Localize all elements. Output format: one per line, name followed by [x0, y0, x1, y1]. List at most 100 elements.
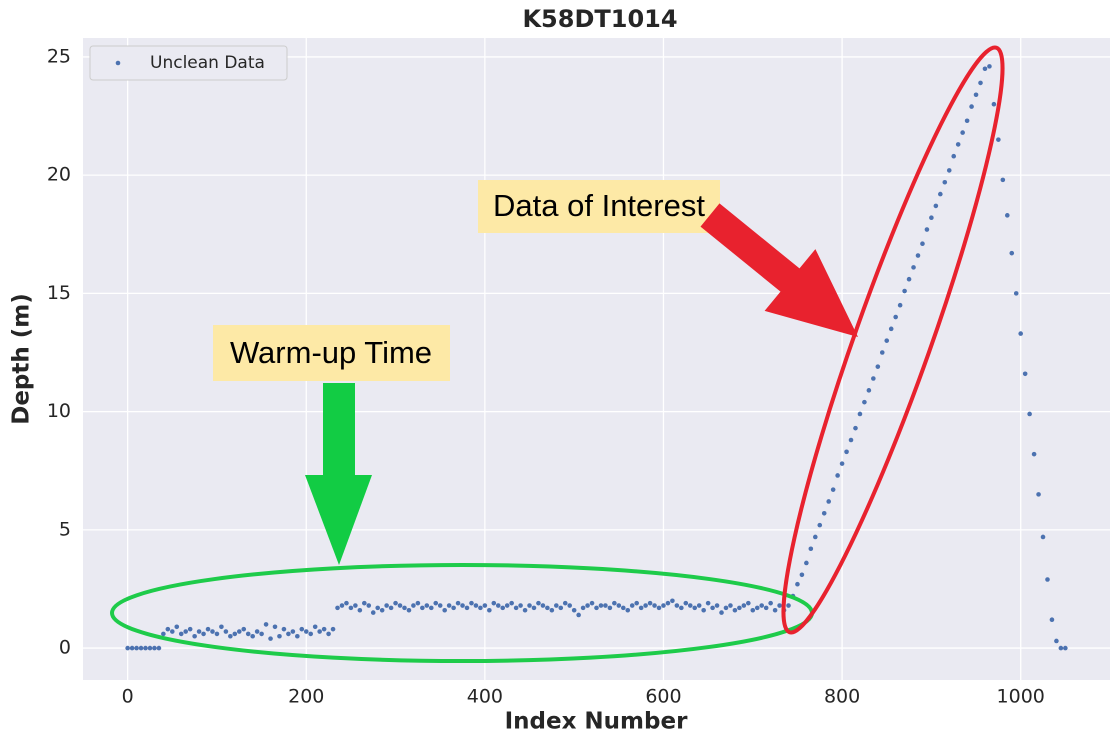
- point: [460, 603, 465, 608]
- point: [1031, 451, 1037, 457]
- point: [326, 631, 331, 637]
- point: [830, 487, 836, 492]
- point: [620, 605, 626, 611]
- point: [955, 142, 961, 147]
- warmup-label: Warm-up Time: [230, 335, 432, 370]
- point: [902, 288, 907, 294]
- point: [946, 168, 952, 173]
- point: [759, 603, 765, 608]
- point: [210, 629, 215, 634]
- interest-ellipse: [781, 45, 1005, 635]
- point: [317, 629, 322, 634]
- point: [245, 631, 251, 637]
- point: [647, 600, 653, 606]
- point: [848, 437, 854, 443]
- point: [420, 605, 425, 611]
- point: [991, 101, 997, 107]
- point: [866, 388, 872, 393]
- point: [607, 605, 613, 611]
- point: [616, 603, 622, 608]
- point: [397, 603, 403, 608]
- y-axis-label: Depth (m): [9, 293, 35, 425]
- x-tick-label: 800: [824, 686, 860, 708]
- point: [187, 626, 193, 632]
- point: [942, 179, 948, 185]
- point: [165, 626, 171, 632]
- point: [201, 631, 206, 637]
- point: [871, 376, 876, 381]
- point: [754, 605, 760, 611]
- point: [786, 603, 791, 608]
- point: [531, 605, 537, 611]
- x-axis-label: Index Number: [505, 709, 688, 735]
- point: [513, 605, 519, 611]
- point: [857, 411, 863, 417]
- point: [388, 605, 394, 611]
- point: [1040, 534, 1046, 540]
- point: [487, 607, 492, 613]
- point: [723, 605, 729, 611]
- point: [893, 314, 898, 320]
- point: [853, 425, 858, 431]
- warmup-arrow-shaft: [323, 383, 355, 478]
- point: [982, 66, 988, 72]
- point: [839, 461, 845, 466]
- point: [509, 600, 514, 606]
- point: [406, 607, 412, 613]
- point: [661, 603, 666, 608]
- point: [562, 600, 568, 606]
- point: [536, 600, 541, 606]
- point: [286, 631, 291, 637]
- point: [174, 624, 180, 630]
- interest-label: Data of Interest: [493, 188, 705, 223]
- point: [214, 631, 220, 637]
- point: [330, 626, 336, 632]
- point: [960, 130, 965, 135]
- point: [272, 624, 278, 630]
- point: [746, 600, 751, 606]
- point: [844, 449, 849, 455]
- point: [196, 629, 202, 634]
- point: [674, 603, 680, 608]
- point: [884, 338, 890, 343]
- point: [1013, 291, 1019, 296]
- x-tick-label: 1000: [997, 686, 1045, 708]
- point: [192, 633, 197, 639]
- point: [348, 605, 354, 611]
- point: [290, 629, 296, 634]
- y-tick-label: 20: [47, 164, 71, 186]
- x-tick-label: 600: [645, 686, 681, 708]
- point: [183, 629, 188, 634]
- point: [732, 607, 738, 613]
- point: [612, 600, 617, 606]
- point: [455, 600, 461, 606]
- point: [1063, 645, 1068, 651]
- point: [303, 629, 309, 634]
- y-tick-label: 5: [59, 518, 71, 540]
- interest-box: [478, 180, 720, 233]
- point: [134, 645, 139, 651]
- point: [1045, 577, 1050, 582]
- point: [540, 603, 546, 608]
- chart-title: K58DT1014: [522, 5, 677, 33]
- point: [178, 631, 184, 637]
- point: [741, 603, 747, 608]
- point: [777, 603, 782, 608]
- point: [826, 499, 831, 504]
- point: [451, 605, 456, 611]
- point: [143, 645, 148, 651]
- point: [357, 607, 363, 613]
- point: [442, 607, 447, 613]
- point: [545, 605, 550, 611]
- warmup-arrow-head: [305, 475, 372, 565]
- point: [679, 605, 684, 611]
- point: [308, 631, 314, 637]
- point: [629, 603, 635, 608]
- point: [835, 473, 840, 478]
- point: [464, 605, 470, 611]
- point: [263, 622, 269, 627]
- point: [656, 605, 662, 611]
- point: [250, 633, 255, 639]
